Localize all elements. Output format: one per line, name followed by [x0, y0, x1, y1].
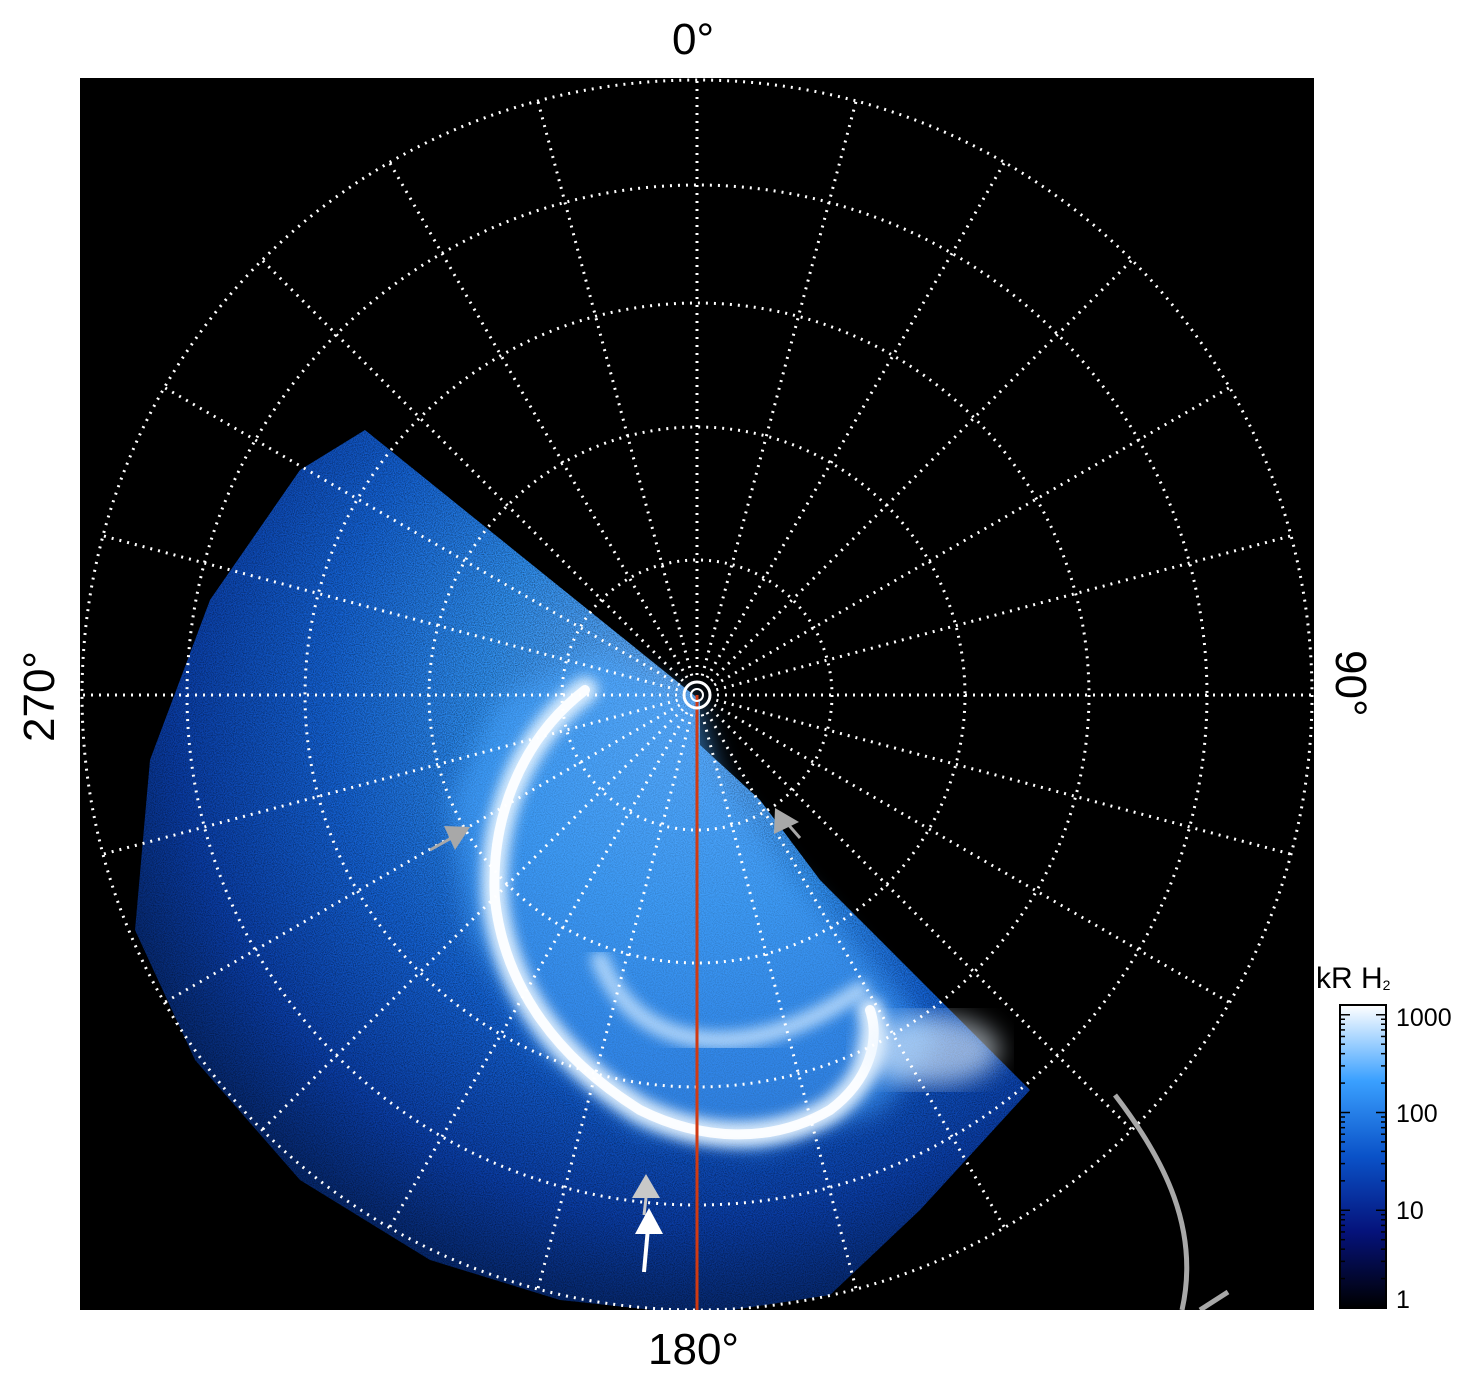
grey-arrow-icon — [632, 1174, 660, 1216]
grid-meridian — [163, 703, 681, 1004]
grid-meridian — [388, 161, 689, 679]
grid-meridian — [705, 161, 1006, 679]
white-arrow-icon — [635, 1208, 663, 1273]
grid-meridian — [163, 386, 681, 687]
aurora-emission — [135, 430, 1030, 1310]
grid-circle — [303, 301, 1091, 1089]
axis-label-right: 90° — [1326, 650, 1375, 717]
grey-arrow-icon — [429, 826, 470, 852]
grid-meridian — [715, 698, 1292, 856]
colorbar-tick-label: 100 — [1396, 1100, 1438, 1128]
axis-label-bottom: 180° — [648, 1325, 740, 1374]
grid-meridian — [705, 711, 1006, 1229]
grid-meridian — [713, 703, 1231, 1004]
axis-label-top: 0° — [672, 15, 715, 64]
grid-meridian — [261, 708, 684, 1131]
grid-meridian — [715, 534, 1292, 692]
colorbar — [1339, 1004, 1387, 1309]
grid-meridian — [710, 708, 1133, 1131]
grid-meridian — [536, 100, 694, 677]
colorbar-tick-label: 1000 — [1396, 1004, 1452, 1032]
grid-meridian — [710, 259, 1133, 682]
grid-meridian — [700, 100, 858, 677]
grid-meridian — [536, 713, 694, 1290]
footprint-curve — [1113, 1093, 1190, 1310]
grid-meridian — [700, 713, 858, 1290]
grid-meridian — [102, 698, 679, 856]
colorbar-tick-label: 1 — [1396, 1286, 1410, 1314]
colorbar-tick-label: 10 — [1396, 1197, 1424, 1225]
colorbar-unit: kR H — [1316, 962, 1383, 995]
grid-meridian — [102, 534, 679, 692]
grid-meridian — [261, 259, 684, 682]
colorbar-unit-subscript: 2 — [1382, 977, 1391, 993]
grid-circle — [80, 78, 1314, 1310]
grey-arrow-icon — [774, 808, 802, 839]
grid-circle — [560, 558, 834, 832]
colorbar-title: kR H2 — [1316, 962, 1390, 996]
grid-meridian — [388, 711, 689, 1229]
grid-meridian — [713, 386, 1231, 687]
axis-label-left: 270° — [15, 650, 64, 742]
pole-marker — [682, 680, 712, 710]
